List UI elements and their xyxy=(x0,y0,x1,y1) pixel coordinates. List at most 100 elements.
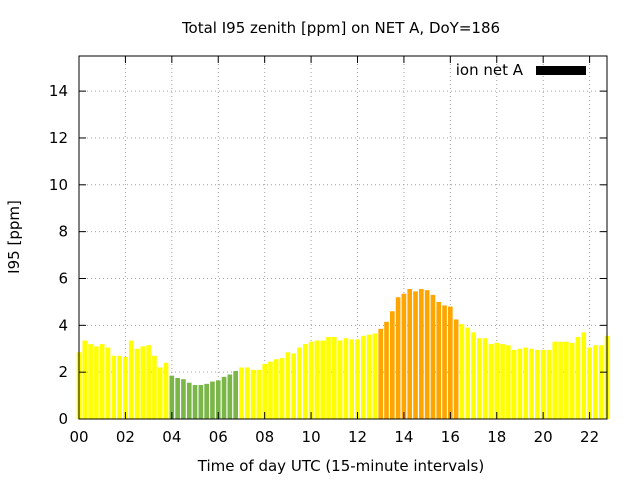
x-tick-label: 18 xyxy=(487,428,506,446)
y-tick-label: 8 xyxy=(58,223,68,241)
bar xyxy=(395,297,401,419)
bar xyxy=(123,356,128,419)
y-tick-label: 4 xyxy=(58,316,68,334)
bar xyxy=(372,333,378,419)
bar xyxy=(598,345,604,419)
bar xyxy=(581,332,587,419)
legend: ion net A xyxy=(456,61,586,79)
bar xyxy=(302,344,308,419)
bar xyxy=(117,355,122,419)
bar xyxy=(482,338,488,419)
bar xyxy=(419,289,424,419)
bar xyxy=(424,290,430,419)
bar xyxy=(349,339,355,419)
bar xyxy=(169,375,175,419)
x-tick-label: 12 xyxy=(348,428,367,446)
bar xyxy=(152,355,157,419)
bar xyxy=(88,344,93,419)
bar xyxy=(215,380,221,419)
bar xyxy=(558,341,563,419)
x-tick-label: 00 xyxy=(69,428,88,446)
bar xyxy=(82,340,88,419)
x-tick-label: 06 xyxy=(209,428,228,446)
bar xyxy=(314,340,320,419)
bar xyxy=(529,348,534,419)
bar xyxy=(273,359,279,419)
bar xyxy=(326,337,331,419)
y-tick-label: 10 xyxy=(49,176,68,194)
bar xyxy=(390,311,395,419)
x-tick-label: 04 xyxy=(162,428,181,446)
x-axis-label: Time of day UTC (15-minute intervals) xyxy=(197,457,484,475)
bar xyxy=(459,324,465,419)
x-tick-label: 08 xyxy=(255,428,274,446)
bar xyxy=(343,338,349,419)
bar xyxy=(523,347,529,419)
bar xyxy=(535,349,540,419)
bar xyxy=(204,383,209,419)
bar xyxy=(506,345,511,419)
bar xyxy=(308,341,314,419)
bar xyxy=(94,346,99,419)
bar xyxy=(366,334,372,419)
bar xyxy=(477,338,482,419)
grid xyxy=(79,56,607,419)
bar xyxy=(517,348,523,419)
bar xyxy=(575,337,581,419)
bar xyxy=(279,358,285,419)
bar xyxy=(430,294,436,419)
bar xyxy=(413,291,418,419)
x-tick-label: 10 xyxy=(302,428,321,446)
bar xyxy=(540,349,546,419)
x-tick-label: 20 xyxy=(534,428,553,446)
bar xyxy=(140,346,146,419)
bar xyxy=(442,305,447,419)
bar xyxy=(250,369,256,419)
y-axis-label: I95 [ppm] xyxy=(5,200,23,274)
bar xyxy=(593,345,598,419)
bar xyxy=(355,339,360,419)
bar xyxy=(453,319,459,419)
bar xyxy=(227,374,233,419)
bar xyxy=(181,379,186,419)
bar xyxy=(285,352,291,419)
bar xyxy=(407,289,413,419)
bar xyxy=(401,293,407,419)
legend-label: ion net A xyxy=(456,61,524,79)
bar xyxy=(111,355,117,419)
legend-swatch xyxy=(536,66,586,75)
bar xyxy=(494,342,500,419)
bar xyxy=(256,369,262,419)
bar xyxy=(564,341,569,419)
x-tick-label: 22 xyxy=(580,428,599,446)
bar xyxy=(268,361,273,419)
bar xyxy=(291,353,296,419)
x-tick-label: 02 xyxy=(116,428,135,446)
bar xyxy=(465,327,471,419)
plot-frame xyxy=(78,55,608,420)
bar xyxy=(134,348,140,419)
bar xyxy=(262,363,267,419)
bar xyxy=(471,332,476,419)
bar xyxy=(384,321,389,419)
bar xyxy=(552,341,558,419)
x-tick-label: 14 xyxy=(394,428,413,446)
bar xyxy=(320,340,326,419)
bar xyxy=(331,337,337,419)
bar xyxy=(448,306,453,419)
bar xyxy=(210,381,215,419)
bar xyxy=(175,378,180,419)
bar xyxy=(378,328,384,419)
bar xyxy=(500,344,505,419)
bar xyxy=(587,347,592,419)
bar xyxy=(337,340,343,419)
bar xyxy=(146,345,151,419)
bar xyxy=(186,382,192,419)
bar xyxy=(546,349,552,419)
x-tick-label: 16 xyxy=(441,428,460,446)
bar xyxy=(105,347,111,419)
bar xyxy=(239,367,244,419)
bar xyxy=(128,340,134,419)
